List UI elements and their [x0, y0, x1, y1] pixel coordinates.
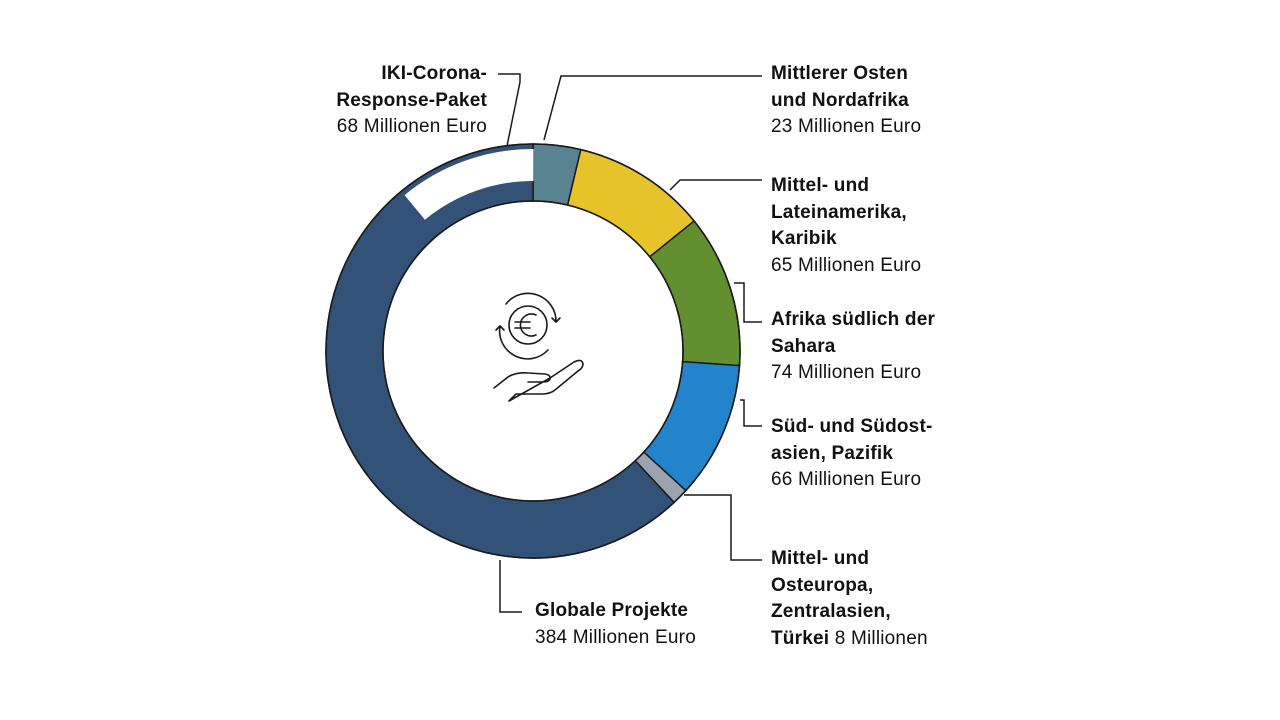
leader-corona — [498, 73, 521, 147]
label-mena: Mittlerer Osten und Nordafrika 23 Millio… — [771, 61, 971, 141]
euro-exchange-hand-icon — [493, 292, 584, 402]
donut-slices — [325, 143, 741, 559]
label-asia: Süd- und Südost- asien, Pazifik 66 Milli… — [771, 414, 971, 494]
label-mena-line1: Mittlerer Osten — [771, 63, 909, 84]
label-latam-value: 65 Millionen Euro — [771, 254, 922, 276]
label-global-line1: Globale Projekte — [535, 600, 689, 621]
label-europe-last-line: Türkei 8 Millionen — [771, 628, 928, 649]
label-asia-value: 66 Millionen Euro — [771, 469, 922, 490]
arc-top-icon — [505, 292, 557, 323]
label-corona-line2: Response-Paket — [336, 89, 487, 111]
label-global: Globale Projekte 384 Millionen Euro — [535, 598, 775, 651]
label-corona-value: 68 Millionen Euro — [336, 116, 487, 137]
label-africa-line2: Sahara — [771, 335, 836, 357]
coin-icon — [508, 305, 548, 345]
label-latam-line2: Lateinamerika, — [771, 201, 907, 223]
hand-icon — [493, 359, 584, 402]
label-europe-line2: Osteuropa, — [771, 574, 874, 596]
leader-mena — [543, 75, 762, 141]
label-mena-line2: und Nordafrika — [771, 89, 909, 111]
label-europe-line3: Zentralasien, — [771, 601, 891, 622]
label-mena-value: 23 Millionen Euro — [771, 116, 922, 137]
leader-lines — [498, 73, 762, 613]
ring-inner-outline — [382, 200, 684, 502]
slice-iki-corona-response-paket — [404, 149, 534, 220]
label-africa-value: 74 Millionen Euro — [771, 362, 922, 383]
label-europe-line1: Mittel- und — [771, 548, 870, 569]
label-asia-line1: Süd- und Südost- — [771, 416, 933, 437]
label-global-value: 384 Millionen Euro — [535, 626, 696, 648]
label-latam: Mittel- und Lateinamerika, Karibik 65 Mi… — [771, 173, 971, 279]
arc-bottom-icon — [498, 325, 549, 360]
leader-asia — [740, 399, 762, 427]
leader-africa — [734, 282, 762, 323]
ring-outer-outline — [325, 143, 741, 559]
label-europe-line4: Türkei — [771, 627, 830, 649]
label-asia-line2: asien, Pazifik — [771, 442, 894, 464]
label-europe: Mittel- und Osteuropa, Zentralasien, Tür… — [771, 546, 971, 652]
label-corona: IKI-Corona- Response-Paket 68 Millionen … — [300, 61, 487, 141]
label-europe-value: 8 Millionen — [834, 627, 928, 649]
euro-sign-icon — [514, 313, 537, 337]
label-africa: Afrika südlich der Sahara 74 Millionen E… — [771, 307, 971, 387]
label-latam-line3: Karibik — [771, 228, 837, 249]
arrow-left-icon — [495, 325, 505, 331]
label-africa-line1: Afrika südlich der — [771, 309, 936, 330]
leader-global — [499, 560, 522, 613]
leader-latam — [669, 179, 762, 191]
label-latam-line1: Mittel- und — [771, 175, 870, 196]
leader-europe — [684, 494, 762, 561]
label-corona-line1: IKI-Corona- — [381, 63, 487, 84]
arrow-right-icon — [551, 317, 561, 323]
